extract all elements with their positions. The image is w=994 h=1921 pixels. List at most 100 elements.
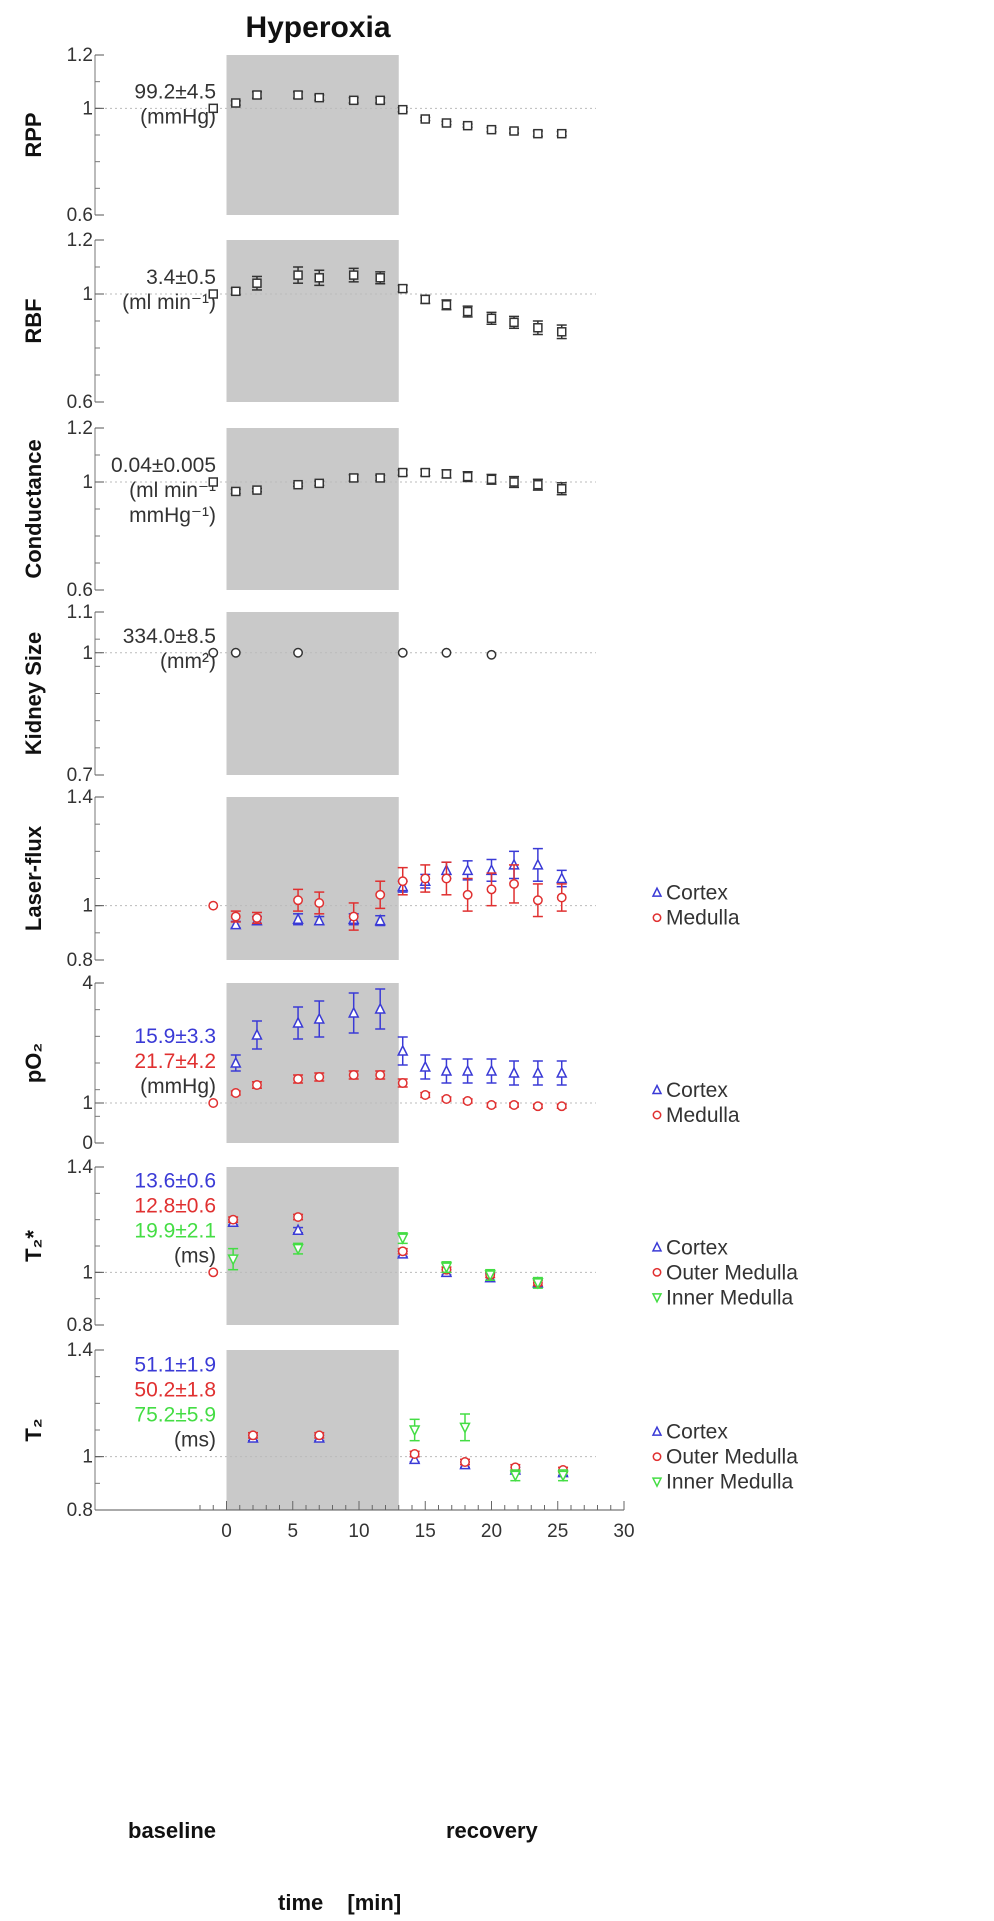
- y-tick-label: 1: [82, 472, 93, 493]
- legend-marker: [651, 1477, 663, 1488]
- data-point: [375, 473, 385, 483]
- data-point: [397, 283, 408, 294]
- x-tick-label: 10: [348, 1521, 369, 1542]
- data-point: [420, 467, 430, 478]
- data-point: [314, 478, 324, 489]
- y-tick-label: 0.6: [67, 580, 93, 601]
- data-point: [556, 871, 568, 884]
- data-point: [227, 1254, 239, 1266]
- data-point: [486, 124, 497, 135]
- y-tick-label: 1.4: [67, 1157, 94, 1178]
- y-tick-label: 1: [82, 284, 93, 305]
- baseline-value: 99.2±4.5: [134, 80, 216, 103]
- y-tick-label: 0.7: [67, 765, 93, 786]
- x-tick-label: 20: [481, 1521, 502, 1542]
- panel-2: 1.2 1 0.6 RBF 3.4±0.5(ml min⁻¹): [21, 230, 596, 413]
- y-tick-label: 1: [82, 643, 93, 664]
- data-point: [486, 474, 497, 485]
- data-point: [420, 1090, 431, 1100]
- y-tick-label: 1.1: [67, 602, 93, 623]
- data-point: [231, 286, 241, 297]
- baseline-value: 12.8±0.6: [134, 1194, 216, 1217]
- data-point: [441, 469, 452, 479]
- data-point: [556, 484, 567, 494]
- data-point: [486, 1100, 497, 1110]
- y-axis-label: Conductance: [21, 439, 46, 578]
- data-point: [440, 1064, 453, 1076]
- data-point: [397, 1078, 408, 1088]
- data-point: [532, 1066, 544, 1078]
- data-point: [292, 912, 304, 924]
- y-tick-label: 0.6: [67, 392, 93, 413]
- y-tick-label: 1.4: [67, 1340, 94, 1361]
- data-point: [441, 1094, 452, 1104]
- legend-marker: [651, 886, 663, 897]
- data-point: [293, 90, 303, 100]
- baseline-value: 15.9±3.3: [134, 1025, 216, 1048]
- data-point: [292, 1243, 304, 1256]
- panel-1: 1.2 1 0.6 RPP 99.2±4.5(mmHg): [21, 45, 596, 226]
- data-point: [230, 918, 242, 930]
- phase-label-baseline: baseline: [128, 1818, 216, 1843]
- data-point: [508, 1066, 520, 1078]
- data-point: [397, 467, 408, 478]
- y-tick-label: 1.4: [67, 787, 94, 808]
- data-point: [230, 647, 241, 658]
- baseline-value: 3.4±0.5: [146, 266, 216, 289]
- data-point: [509, 878, 519, 889]
- data-point: [509, 126, 519, 136]
- data-point: [486, 884, 497, 895]
- data-point: [252, 1080, 262, 1090]
- data-point: [485, 1064, 498, 1076]
- legend-marker: [651, 1293, 663, 1304]
- series-medulla: [208, 861, 567, 931]
- panel-7: 1.4 1 0.8 T₂* 13.6±0.612.8±0.619.9±2.1(ms) Co…: [21, 1157, 798, 1336]
- data-point: [509, 1470, 522, 1483]
- data-point: [230, 1056, 242, 1068]
- legend-label: Medulla: [666, 1104, 740, 1127]
- data-point: [374, 1002, 386, 1014]
- baseline-value: 51.1±1.9: [134, 1354, 216, 1377]
- phase-label-recovery: recovery: [446, 1818, 539, 1843]
- chart-title: Hyperoxia: [245, 11, 390, 44]
- data-point: [556, 1101, 567, 1112]
- data-point: [208, 647, 219, 658]
- baseline-value: 50.2±1.8: [134, 1379, 216, 1402]
- data-point: [252, 912, 262, 923]
- data-point: [374, 913, 386, 926]
- data-point: [397, 104, 408, 115]
- data-point: [228, 1214, 239, 1225]
- shaded-region: [226, 240, 399, 402]
- data-point: [314, 1430, 325, 1441]
- data-point: [348, 95, 359, 106]
- data-point: [484, 1270, 496, 1282]
- shaded-region: [226, 1350, 399, 1510]
- data-point: [556, 327, 567, 337]
- data-point: [557, 1470, 569, 1483]
- baseline-value: 334.0±8.5: [123, 625, 216, 648]
- legend-label: Cortex: [666, 1236, 728, 1259]
- series-cortex: [230, 988, 568, 1086]
- data-point: [461, 863, 474, 876]
- data-point: [441, 873, 452, 884]
- series-data: [208, 647, 497, 660]
- data-point: [441, 300, 452, 310]
- shaded-region: [226, 983, 399, 1143]
- data-point: [509, 317, 519, 328]
- data-point: [313, 913, 325, 926]
- y-tick-label: 1: [82, 1093, 93, 1114]
- y-tick-label: 1: [82, 98, 93, 119]
- data-point: [314, 92, 324, 103]
- legend-marker: [652, 1267, 662, 1277]
- data-point: [348, 473, 359, 483]
- y-axis-label: RPP: [21, 112, 46, 157]
- legend-marker: [651, 1083, 663, 1095]
- baseline-value: 13.6±0.6: [134, 1169, 216, 1192]
- data-point: [208, 289, 218, 299]
- series-data: [208, 467, 567, 497]
- data-point: [509, 477, 519, 487]
- data-point: [556, 128, 567, 139]
- data-point: [231, 486, 241, 497]
- x-tick-label: 25: [547, 1521, 568, 1542]
- panel-6: 4 1 0 pO₂ 15.9±3.321.7±4.2(mmHg) CortexMedull…: [21, 973, 740, 1154]
